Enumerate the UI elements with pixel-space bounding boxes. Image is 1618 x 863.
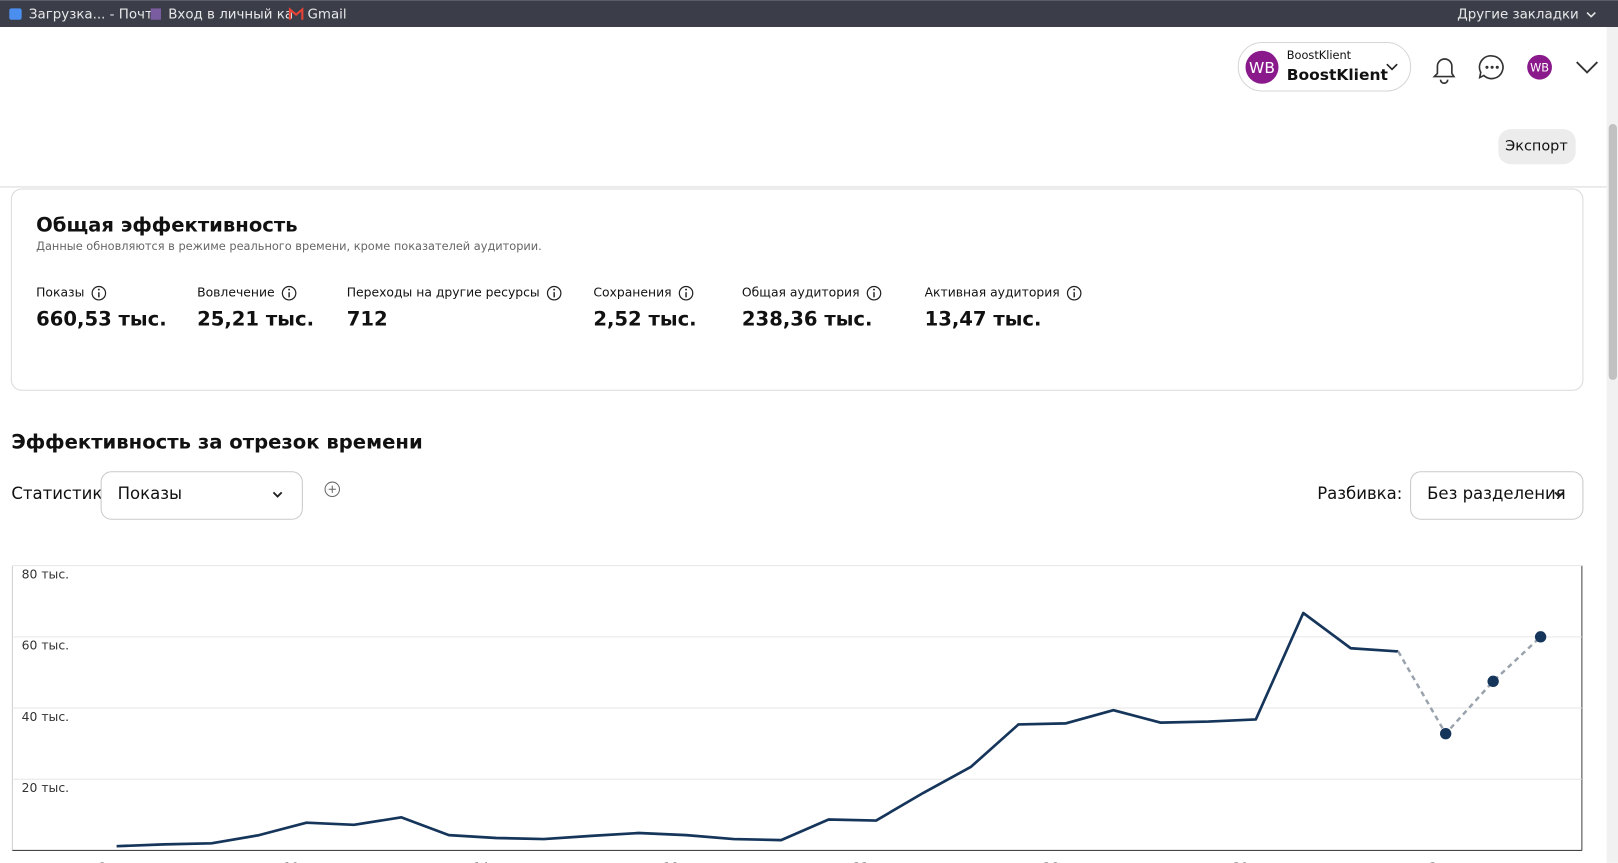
x-tick-label: 26 июл [1043, 860, 1089, 863]
info-icon[interactable] [281, 285, 297, 301]
point [1439, 728, 1452, 740]
chevron [1386, 63, 1398, 71]
y-tick-label: 20 тыс. [22, 781, 69, 795]
info-dot [553, 288, 556, 291]
info-icon[interactable] [546, 285, 562, 301]
x-tick-label: 18 июл [663, 860, 709, 863]
point [1487, 675, 1499, 688]
info-dot [873, 288, 875, 291]
info-circle [678, 285, 694, 301]
x-tick-label: 30 июл [1233, 860, 1279, 863]
info-circle [91, 285, 107, 301]
chevron [1586, 12, 1596, 18]
metric-value: 712 [347, 308, 388, 331]
info-dot [1073, 288, 1076, 291]
bookmark[interactable]: Вход в личный ка [168, 8, 293, 23]
scrollbar [1606, 27, 1618, 863]
info-circle [1066, 285, 1082, 301]
gmail-icon [288, 7, 304, 20]
info-circle [546, 285, 562, 301]
metric-label: Переходы на другие ресурсы [347, 286, 540, 300]
y-tick-label: 40 тыс. [22, 710, 69, 724]
account-name: BoostKlient [1287, 66, 1389, 84]
account-switcher[interactable] [1237, 41, 1412, 92]
overview-card [10, 188, 1584, 391]
info-dot [288, 288, 291, 291]
account-avatar [1245, 50, 1279, 84]
metric-value: 238,36 тыс. [742, 308, 873, 331]
point [1534, 631, 1547, 643]
bookmarks-bar [0, 0, 1618, 28]
info-icon[interactable] [1066, 285, 1082, 301]
other-bookmarks[interactable]: Другие закладки [1457, 8, 1579, 23]
x-tick-label: 6 июл [98, 860, 136, 863]
x-tick-label: 3 авг [1429, 860, 1462, 863]
metric-value: 13,47 тыс. [925, 308, 1042, 331]
metric-label: Вовлечение [197, 286, 275, 300]
add-statistic[interactable] [324, 481, 341, 498]
breakdown-value: Без разделения [1427, 484, 1566, 503]
menu-chevron[interactable] [1576, 61, 1599, 74]
account-label: BoostKlient [1287, 48, 1352, 62]
bookmark[interactable]: Gmail [308, 8, 347, 23]
line [116, 611, 1399, 848]
info-dot [97, 288, 100, 291]
metric-label: Активная аудитория [925, 286, 1060, 300]
x-tick-label: 10 июл [283, 860, 329, 863]
avatar-text: WB [1530, 60, 1549, 74]
avatar-text: WB [1249, 59, 1275, 77]
scrollbar-thumb[interactable] [1608, 123, 1617, 380]
metric-value: 25,21 тыс. [197, 308, 314, 331]
info-circle [866, 285, 882, 301]
metric-label: Показы [36, 286, 84, 300]
info-icon[interactable] [678, 285, 694, 301]
x-tick-label: 14 июл [473, 860, 519, 863]
section-title: Эффективность за отрезок времени [11, 430, 422, 453]
metric-label: Сохранения [593, 286, 671, 300]
metric-value: 2,52 тыс. [593, 308, 696, 331]
breakdown-select[interactable] [1410, 471, 1584, 520]
info-icon[interactable] [866, 285, 882, 301]
statistic-value: Показы [118, 484, 182, 503]
export-label: Экспорт [1505, 139, 1568, 155]
chevron [272, 491, 283, 498]
user-avatar[interactable] [1527, 54, 1552, 80]
statistic-select[interactable] [100, 471, 303, 520]
chart: 20 тыс. 40 тыс. 60 тыс. 80 тыс. 6 июл 10 июл 1… [12, 565, 1582, 863]
forecast-line [1397, 635, 1542, 736]
metric-label: Общая аудитория [742, 286, 860, 300]
bell-icon[interactable] [1432, 58, 1456, 85]
chat-icon[interactable] [1478, 55, 1504, 80]
info-circle [281, 285, 297, 301]
mail-icon [9, 8, 22, 20]
y-tick-label: 60 тыс. [22, 639, 69, 653]
info-dot [685, 288, 687, 291]
card-subtitle: Данные обновляются в режиме реального вр… [36, 239, 542, 253]
metric-value: 660,53 тыс. [36, 308, 167, 331]
y-tick-label: 80 тыс. [22, 567, 69, 581]
bookmark[interactable]: Загрузка... - Почт [29, 8, 153, 23]
x-tick-label: 22 июл [853, 860, 899, 863]
breakdown-label: Разбивка: [1317, 484, 1402, 503]
export-button[interactable] [1498, 129, 1576, 165]
info-icon[interactable] [91, 285, 107, 301]
card-title: Общая эффективность [36, 214, 298, 237]
metrics: Показы 660,53 тыс. Вовлечение 25,21 тыс. Пер… [36, 285, 1082, 331]
statistic-label: Статистика [11, 484, 112, 503]
bookmark-icon [150, 8, 161, 20]
chevron [1554, 491, 1564, 498]
